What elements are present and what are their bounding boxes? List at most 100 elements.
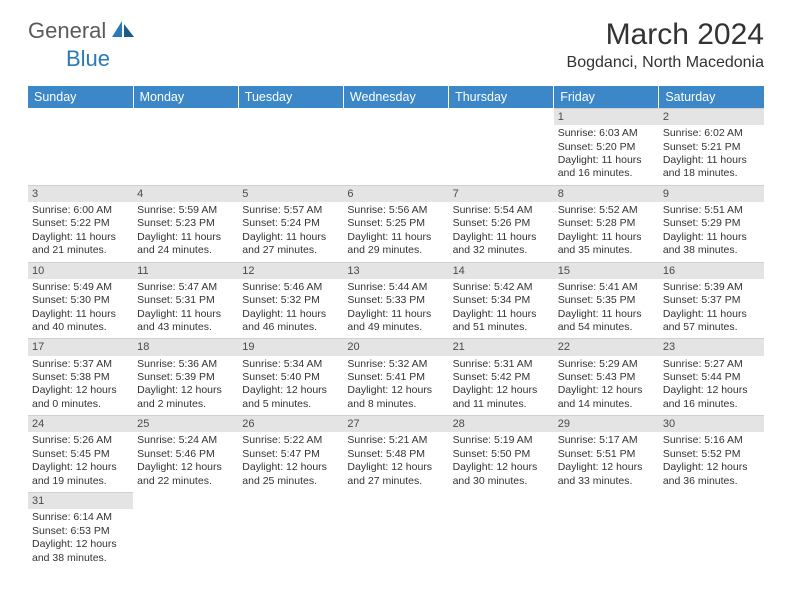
day-details: Sunrise: 5:42 AMSunset: 5:34 PMDaylight:…	[449, 279, 554, 339]
calendar-cell	[343, 108, 448, 185]
weekday-header: Thursday	[449, 86, 554, 108]
day-details: Sunrise: 5:46 AMSunset: 5:32 PMDaylight:…	[238, 279, 343, 339]
calendar-cell	[343, 492, 448, 569]
day-details: Sunrise: 5:54 AMSunset: 5:26 PMDaylight:…	[449, 202, 554, 262]
calendar-cell: 7Sunrise: 5:54 AMSunset: 5:26 PMDaylight…	[449, 185, 554, 262]
day-details: Sunrise: 5:29 AMSunset: 5:43 PMDaylight:…	[554, 356, 659, 416]
day-details: Sunrise: 5:16 AMSunset: 5:52 PMDaylight:…	[659, 432, 764, 492]
calendar-cell: 2Sunrise: 6:02 AMSunset: 5:21 PMDaylight…	[659, 108, 764, 185]
calendar-cell	[28, 108, 133, 185]
day-details: Sunrise: 5:34 AMSunset: 5:40 PMDaylight:…	[238, 356, 343, 416]
month-title: March 2024	[567, 18, 764, 52]
calendar-cell: 29Sunrise: 5:17 AMSunset: 5:51 PMDayligh…	[554, 415, 659, 492]
day-details: Sunrise: 5:32 AMSunset: 5:41 PMDaylight:…	[343, 356, 448, 416]
day-number: 5	[238, 185, 343, 202]
calendar-row: 17Sunrise: 5:37 AMSunset: 5:38 PMDayligh…	[28, 338, 764, 415]
calendar-cell: 22Sunrise: 5:29 AMSunset: 5:43 PMDayligh…	[554, 338, 659, 415]
location-label: Bogdanci, North Macedonia	[567, 54, 764, 72]
calendar-cell: 30Sunrise: 5:16 AMSunset: 5:52 PMDayligh…	[659, 415, 764, 492]
day-details: Sunrise: 5:24 AMSunset: 5:46 PMDaylight:…	[133, 432, 238, 492]
day-number: 29	[554, 415, 659, 432]
day-number: 9	[659, 185, 764, 202]
day-details: Sunrise: 5:44 AMSunset: 5:33 PMDaylight:…	[343, 279, 448, 339]
calendar-cell: 16Sunrise: 5:39 AMSunset: 5:37 PMDayligh…	[659, 262, 764, 339]
calendar-cell: 23Sunrise: 5:27 AMSunset: 5:44 PMDayligh…	[659, 338, 764, 415]
day-number: 11	[133, 262, 238, 279]
day-number: 24	[28, 415, 133, 432]
day-number: 17	[28, 338, 133, 355]
day-details: Sunrise: 5:22 AMSunset: 5:47 PMDaylight:…	[238, 432, 343, 492]
day-number: 20	[343, 338, 448, 355]
calendar-cell: 13Sunrise: 5:44 AMSunset: 5:33 PMDayligh…	[343, 262, 448, 339]
calendar-row: 3Sunrise: 6:00 AMSunset: 5:22 PMDaylight…	[28, 185, 764, 262]
day-number: 4	[133, 185, 238, 202]
day-number: 28	[449, 415, 554, 432]
day-number: 8	[554, 185, 659, 202]
calendar-cell	[554, 492, 659, 569]
calendar-cell: 11Sunrise: 5:47 AMSunset: 5:31 PMDayligh…	[133, 262, 238, 339]
day-number: 6	[343, 185, 448, 202]
brand-logo: General	[28, 18, 138, 44]
day-number: 13	[343, 262, 448, 279]
calendar-cell: 1Sunrise: 6:03 AMSunset: 5:20 PMDaylight…	[554, 108, 659, 185]
day-details: Sunrise: 6:00 AMSunset: 5:22 PMDaylight:…	[28, 202, 133, 262]
day-details: Sunrise: 5:17 AMSunset: 5:51 PMDaylight:…	[554, 432, 659, 492]
day-details: Sunrise: 5:19 AMSunset: 5:50 PMDaylight:…	[449, 432, 554, 492]
title-block: March 2024 Bogdanci, North Macedonia	[567, 18, 764, 72]
day-details: Sunrise: 5:41 AMSunset: 5:35 PMDaylight:…	[554, 279, 659, 339]
day-details: Sunrise: 5:39 AMSunset: 5:37 PMDaylight:…	[659, 279, 764, 339]
day-number: 23	[659, 338, 764, 355]
calendar-cell: 17Sunrise: 5:37 AMSunset: 5:38 PMDayligh…	[28, 338, 133, 415]
weekday-header: Tuesday	[238, 86, 343, 108]
calendar-row: 10Sunrise: 5:49 AMSunset: 5:30 PMDayligh…	[28, 262, 764, 339]
calendar-row: 31Sunrise: 6:14 AMSunset: 6:53 PMDayligh…	[28, 492, 764, 569]
calendar-table: SundayMondayTuesdayWednesdayThursdayFrid…	[28, 86, 764, 569]
logo-text-general: General	[28, 18, 106, 44]
calendar-cell: 27Sunrise: 5:21 AMSunset: 5:48 PMDayligh…	[343, 415, 448, 492]
calendar-cell	[449, 492, 554, 569]
weekday-header: Sunday	[28, 86, 133, 108]
day-number: 2	[659, 108, 764, 125]
calendar-cell: 6Sunrise: 5:56 AMSunset: 5:25 PMDaylight…	[343, 185, 448, 262]
day-number: 22	[554, 338, 659, 355]
day-number: 30	[659, 415, 764, 432]
day-details: Sunrise: 5:27 AMSunset: 5:44 PMDaylight:…	[659, 356, 764, 416]
day-details: Sunrise: 5:49 AMSunset: 5:30 PMDaylight:…	[28, 279, 133, 339]
calendar-cell	[659, 492, 764, 569]
calendar-body: 1Sunrise: 6:03 AMSunset: 5:20 PMDaylight…	[28, 108, 764, 569]
day-number: 27	[343, 415, 448, 432]
day-details: Sunrise: 5:37 AMSunset: 5:38 PMDaylight:…	[28, 356, 133, 416]
day-number: 3	[28, 185, 133, 202]
day-number: 12	[238, 262, 343, 279]
weekday-header: Wednesday	[343, 86, 448, 108]
calendar-cell: 15Sunrise: 5:41 AMSunset: 5:35 PMDayligh…	[554, 262, 659, 339]
day-number: 10	[28, 262, 133, 279]
calendar-cell	[133, 108, 238, 185]
calendar-cell: 12Sunrise: 5:46 AMSunset: 5:32 PMDayligh…	[238, 262, 343, 339]
day-details: Sunrise: 5:26 AMSunset: 5:45 PMDaylight:…	[28, 432, 133, 492]
weekday-header: Monday	[133, 86, 238, 108]
calendar-cell	[238, 492, 343, 569]
calendar-cell	[449, 108, 554, 185]
calendar-cell: 24Sunrise: 5:26 AMSunset: 5:45 PMDayligh…	[28, 415, 133, 492]
day-number: 21	[449, 338, 554, 355]
day-number: 14	[449, 262, 554, 279]
day-number: 25	[133, 415, 238, 432]
calendar-cell: 8Sunrise: 5:52 AMSunset: 5:28 PMDaylight…	[554, 185, 659, 262]
day-number: 15	[554, 262, 659, 279]
calendar-cell: 3Sunrise: 6:00 AMSunset: 5:22 PMDaylight…	[28, 185, 133, 262]
calendar-cell: 20Sunrise: 5:32 AMSunset: 5:41 PMDayligh…	[343, 338, 448, 415]
day-number: 1	[554, 108, 659, 125]
calendar-cell: 10Sunrise: 5:49 AMSunset: 5:30 PMDayligh…	[28, 262, 133, 339]
day-details: Sunrise: 5:47 AMSunset: 5:31 PMDaylight:…	[133, 279, 238, 339]
calendar-cell: 18Sunrise: 5:36 AMSunset: 5:39 PMDayligh…	[133, 338, 238, 415]
calendar-cell: 31Sunrise: 6:14 AMSunset: 6:53 PMDayligh…	[28, 492, 133, 569]
day-number: 18	[133, 338, 238, 355]
day-details: Sunrise: 5:59 AMSunset: 5:23 PMDaylight:…	[133, 202, 238, 262]
day-details: Sunrise: 5:57 AMSunset: 5:24 PMDaylight:…	[238, 202, 343, 262]
calendar-cell: 4Sunrise: 5:59 AMSunset: 5:23 PMDaylight…	[133, 185, 238, 262]
sail-icon	[110, 19, 136, 44]
day-details: Sunrise: 6:02 AMSunset: 5:21 PMDaylight:…	[659, 125, 764, 185]
day-details: Sunrise: 5:31 AMSunset: 5:42 PMDaylight:…	[449, 356, 554, 416]
day-details: Sunrise: 5:52 AMSunset: 5:28 PMDaylight:…	[554, 202, 659, 262]
